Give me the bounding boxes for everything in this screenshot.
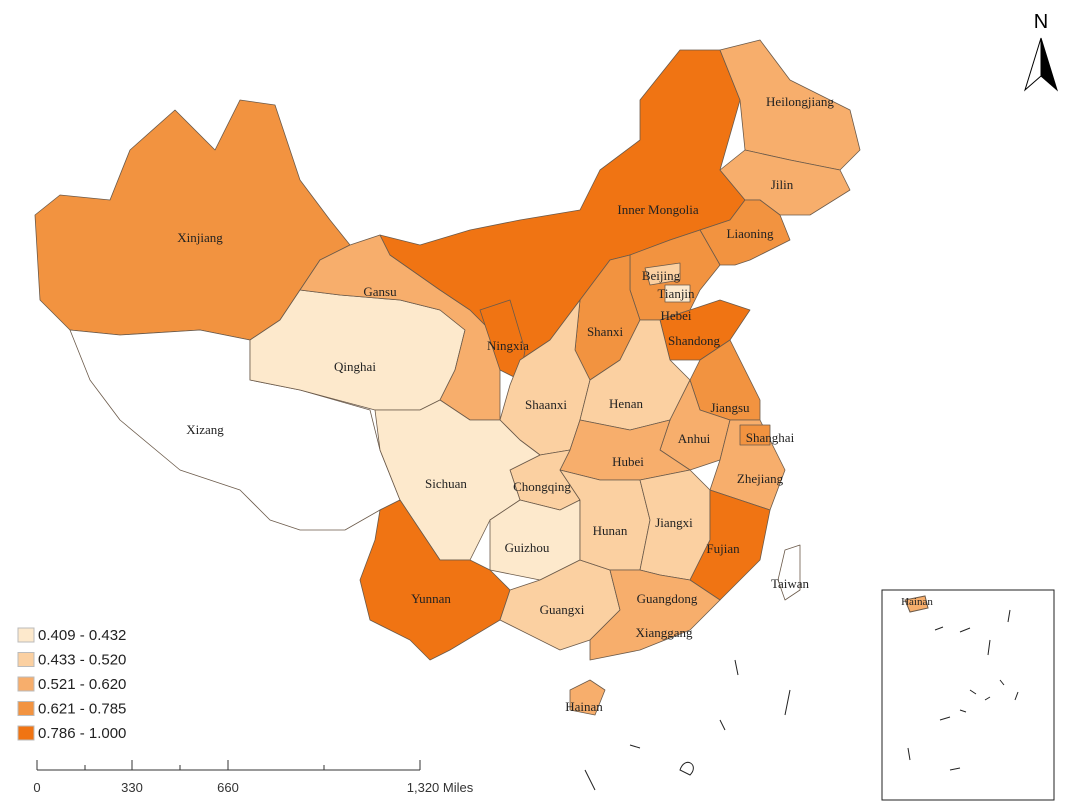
province-label: Guizhou — [505, 540, 550, 555]
province-label: Qinghai — [334, 359, 376, 374]
legend-swatch — [17, 652, 35, 667]
inset-frame — [881, 589, 1055, 801]
province-label: Sichuan — [425, 476, 467, 491]
arrow-left — [1024, 37, 1042, 92]
province-label: Xianggang — [635, 625, 693, 640]
province — [777, 544, 801, 601]
north-arrow: N — [1024, 11, 1058, 92]
province-label: Hunan — [593, 523, 628, 538]
legend-label: 0.621 - 0.785 — [38, 701, 126, 718]
province-label: Jiangxi — [655, 515, 693, 530]
province — [664, 284, 691, 303]
province-label: Hebei — [660, 308, 691, 323]
province-label: Shaanxi — [525, 397, 567, 412]
province — [644, 262, 681, 286]
province-label: Shanghai — [746, 430, 795, 445]
north-label: N — [1034, 11, 1048, 33]
province-label: Chongqing — [513, 479, 571, 494]
province-label: Shanxi — [587, 324, 624, 339]
province-label: Taiwan — [771, 576, 810, 591]
province-label: Anhui — [678, 431, 711, 446]
province — [719, 149, 851, 216]
province — [689, 489, 771, 601]
inset: Hainan — [881, 589, 1055, 801]
province-label: Xizang — [186, 422, 224, 437]
province — [699, 199, 791, 266]
province-label: Zhejiang — [737, 471, 784, 486]
province-label: Yunnan — [411, 591, 451, 606]
legend-swatch — [17, 627, 35, 643]
province — [739, 424, 771, 446]
legend-swatch — [17, 725, 35, 741]
province-label: Guangdong — [637, 591, 698, 606]
province-label: Liaoning — [727, 226, 774, 241]
province — [659, 299, 751, 361]
province-labels: Xinjiang Xizang Qinghai Gansu Inner Mong… — [177, 94, 834, 714]
islands — [584, 659, 791, 791]
province-label: Heilongjiang — [766, 94, 834, 109]
province — [569, 679, 606, 716]
province-label: Guangxi — [540, 602, 585, 617]
province-label: Inner Mongolia — [617, 202, 698, 217]
province-label: Tianjin — [657, 286, 695, 301]
province-label: Fujian — [706, 541, 740, 556]
province-label: Beijing — [642, 268, 681, 283]
inset-island — [904, 595, 929, 613]
province-label: Henan — [609, 396, 643, 411]
scale-bar: 0 330 660 1,320 Miles — [33, 760, 474, 795]
province-label: Shandong — [668, 333, 721, 348]
province-label: Xinjiang — [177, 230, 223, 245]
province — [719, 39, 861, 171]
inset-label: Hainan — [901, 596, 933, 608]
legend: 0.409 - 0.432 0.433 - 0.520 0.521 - 0.620 0… — [17, 627, 126, 742]
legend-swatch — [17, 676, 35, 692]
province — [589, 569, 721, 661]
province-label: Hubei — [612, 454, 644, 469]
legend-label: 0.409 - 0.432 — [38, 627, 126, 644]
legend-label: 0.433 - 0.520 — [38, 652, 126, 669]
province-label: Gansu — [363, 284, 397, 299]
scale-label: 1,320 Miles — [407, 780, 474, 795]
province-label: Jilin — [771, 177, 794, 192]
provinces — [34, 39, 861, 716]
legend-label: 0.786 - 1.000 — [38, 725, 126, 742]
scale-label: 0 — [33, 780, 40, 795]
province-label: Ningxia — [487, 338, 529, 353]
arrow-right — [1040, 37, 1058, 92]
scale-label: 330 — [121, 780, 143, 795]
legend-swatch — [17, 701, 35, 716]
scale-ticks — [36, 760, 421, 770]
scale-label: 660 — [217, 780, 239, 795]
province-label: Jiangsu — [711, 400, 751, 415]
legend-label: 0.521 - 0.620 — [38, 676, 126, 693]
province-label: Hainan — [565, 699, 603, 714]
inset-islands — [907, 609, 1019, 771]
